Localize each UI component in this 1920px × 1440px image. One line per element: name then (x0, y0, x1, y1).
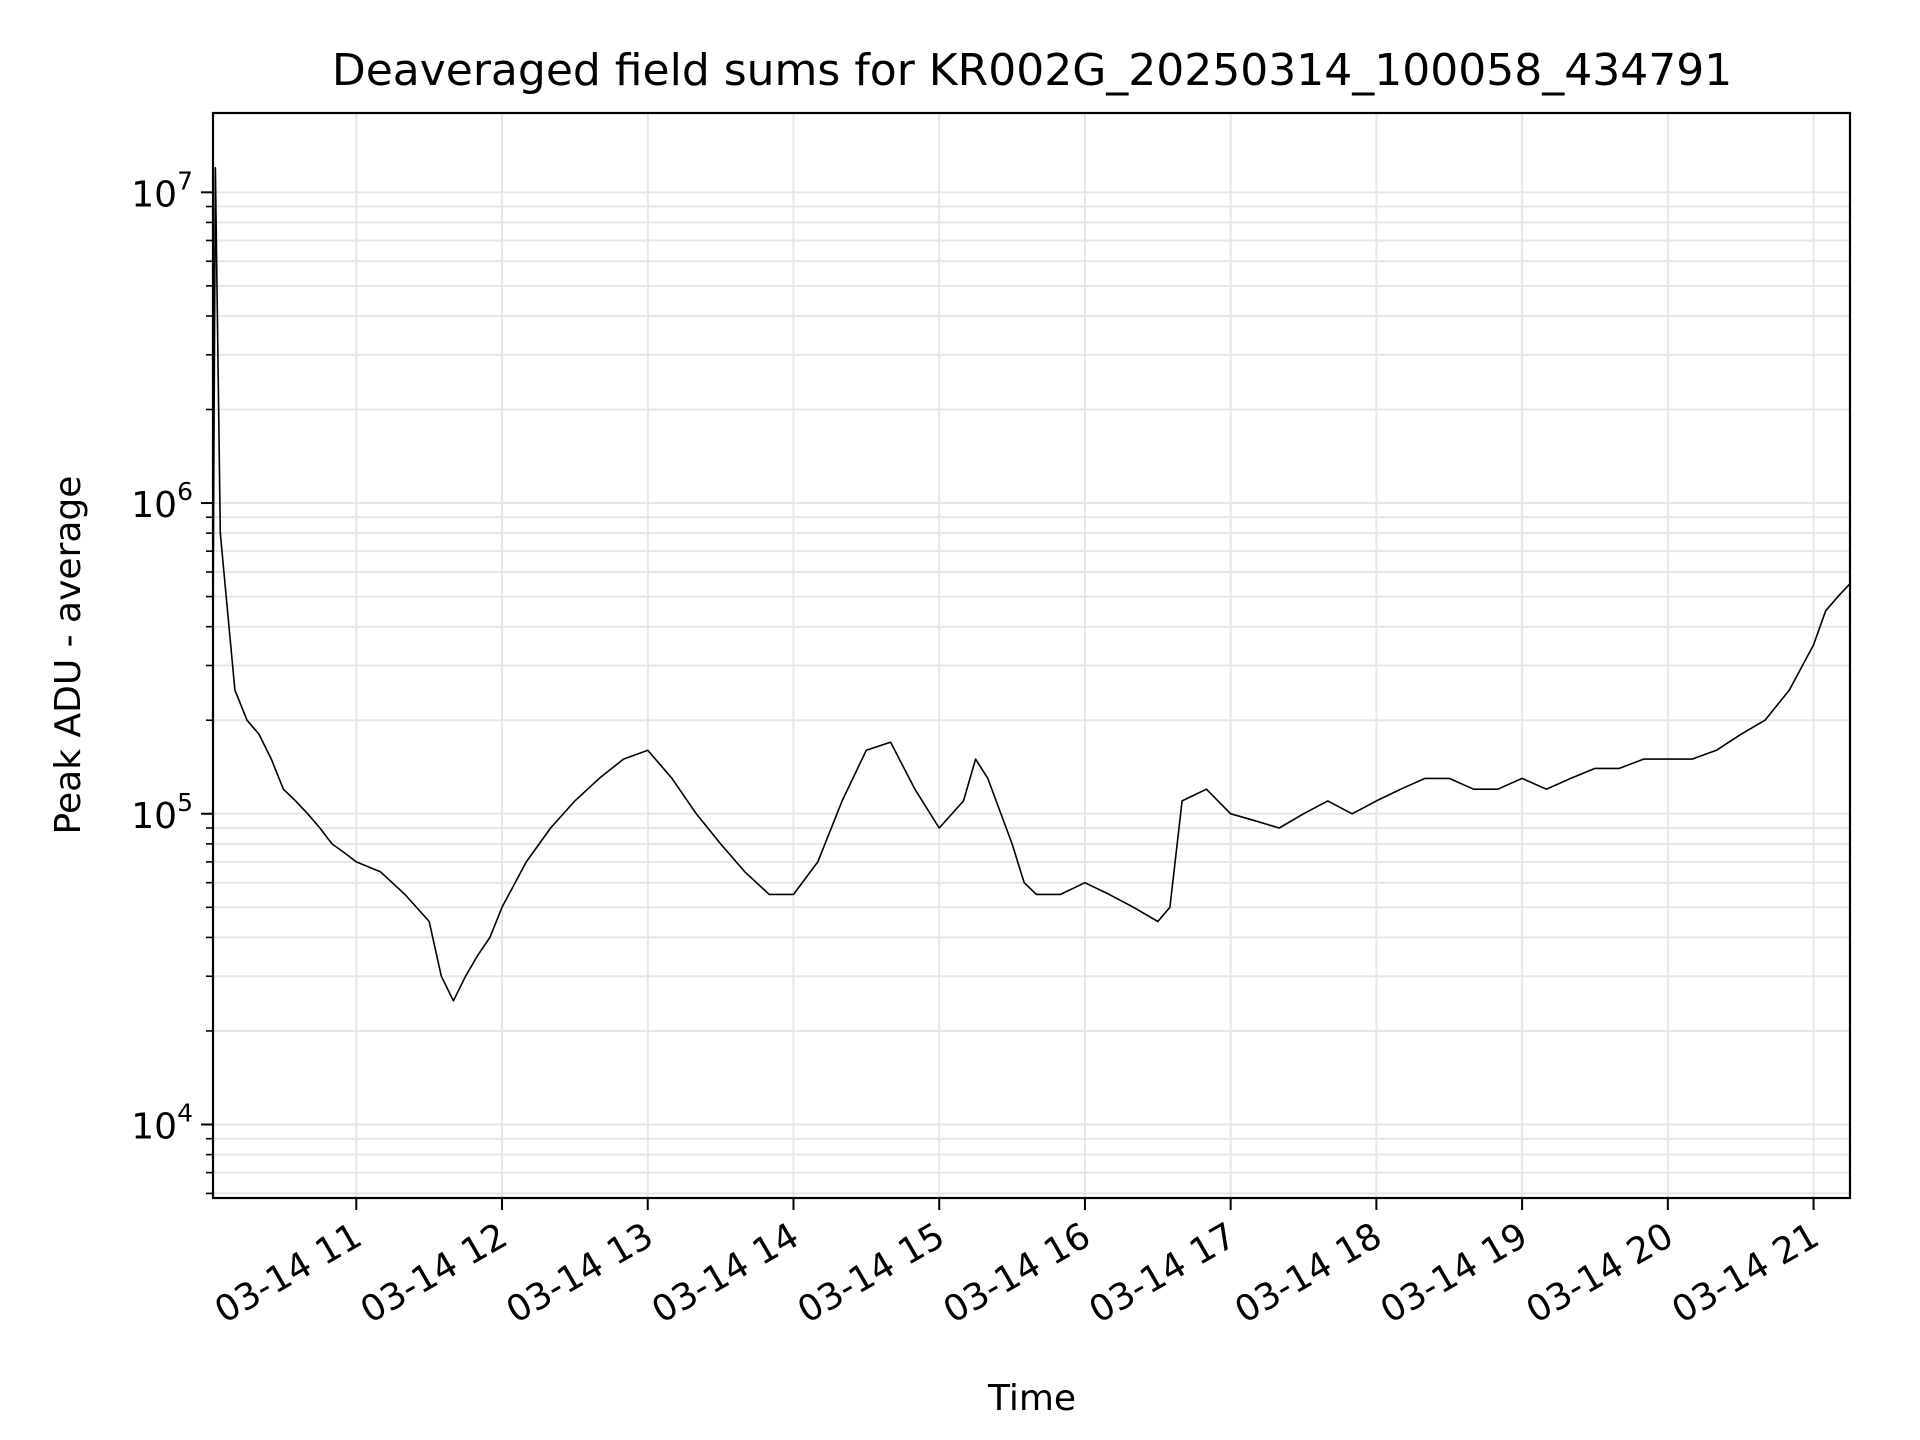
y-tick-label-exponent: 7 (177, 166, 193, 195)
plot-frame (211, 111, 1852, 1200)
y-tick-label-base: 10 (131, 1106, 177, 1147)
y-axis-label: Peak ADU - average (48, 476, 89, 835)
y-tick-label: 104 (131, 1098, 193, 1147)
y-tick-label-exponent: 5 (177, 788, 193, 817)
y-tick-label: 107 (131, 166, 193, 215)
series-line (212, 166, 1851, 1002)
chart-title: Deaveraged field sums for KR002G_2025031… (332, 45, 1732, 96)
grid-lines (213, 113, 1850, 1198)
y-tick-label: 106 (131, 477, 193, 526)
y-tick-label-exponent: 6 (177, 477, 193, 506)
x-axis-label: Time (987, 1378, 1076, 1419)
y-tick-label-exponent: 4 (177, 1098, 193, 1127)
y-tick-label-base: 10 (131, 174, 177, 215)
y-tick-label-base: 10 (131, 485, 177, 526)
data-series (212, 166, 1851, 1002)
y-tick-label-base: 10 (131, 796, 177, 837)
y-tick-label: 105 (131, 788, 193, 837)
